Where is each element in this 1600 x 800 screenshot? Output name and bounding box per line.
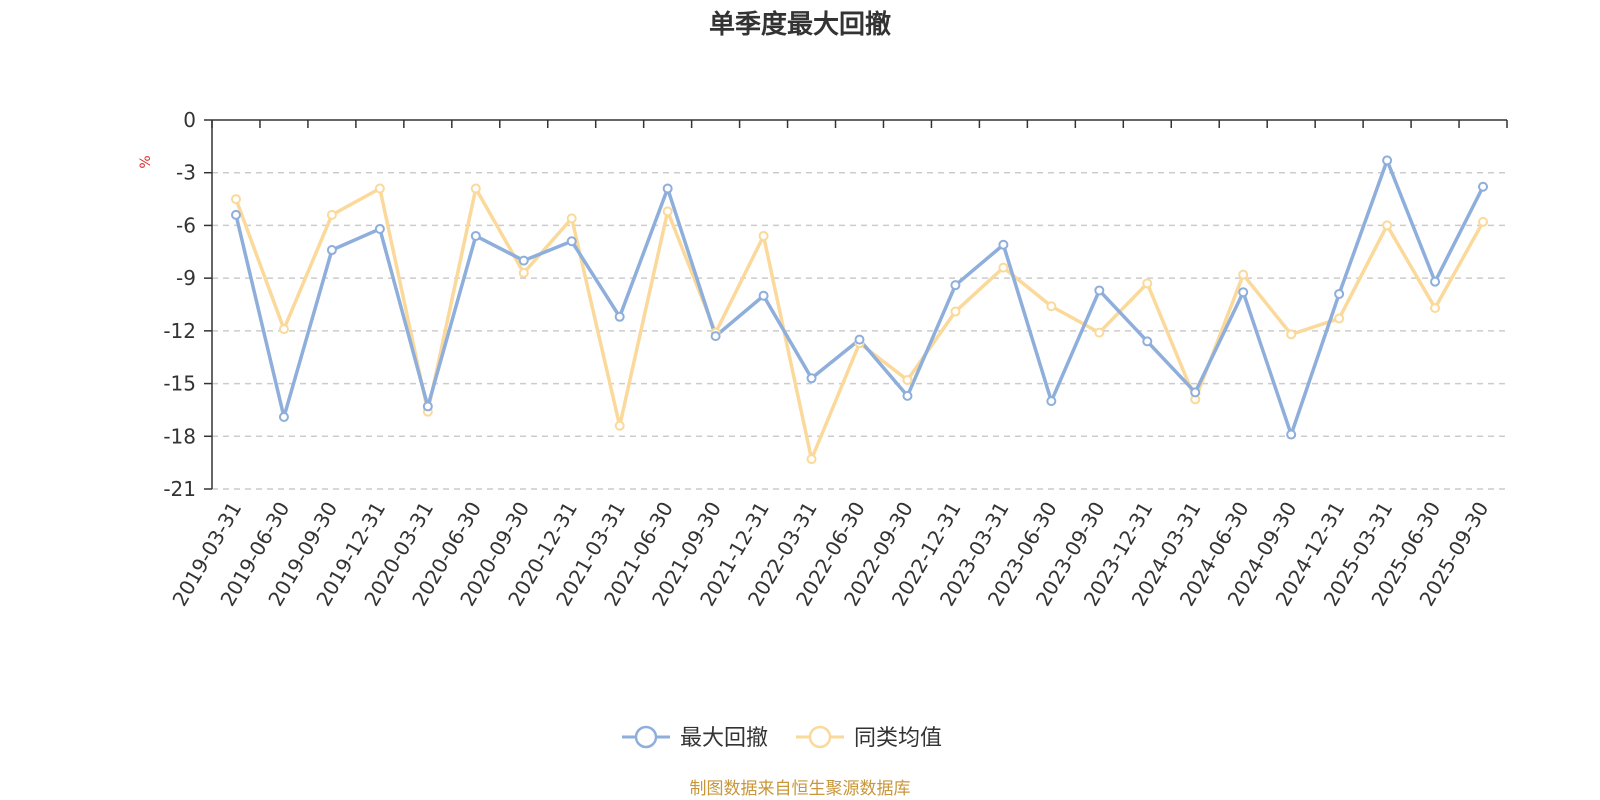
data-point (566, 213, 577, 224)
data-point (1142, 336, 1153, 347)
data-point (566, 236, 577, 247)
data-point (950, 280, 961, 291)
source-note: 制图数据来自恒生聚源数据库 (690, 779, 911, 799)
series-points-1 (230, 155, 1489, 440)
data-point (278, 324, 289, 335)
legend-label: 同类均值 (854, 726, 942, 751)
circle-line-icon (808, 725, 832, 749)
data-point (1238, 269, 1249, 280)
data-point (1334, 288, 1345, 299)
data-point (374, 183, 385, 194)
data-point (1334, 313, 1345, 324)
legend-item[interactable]: 最大回撤 (622, 725, 768, 751)
data-point (1286, 429, 1297, 440)
y-tick-label: -3 (176, 161, 196, 185)
data-point (1478, 216, 1489, 227)
data-point (806, 454, 817, 465)
data-point (1142, 278, 1153, 289)
data-point (758, 230, 769, 241)
data-point (758, 290, 769, 301)
data-point (1046, 396, 1057, 407)
legend[interactable]: 最大回撤 同类均值 (622, 725, 942, 751)
data-point (470, 183, 481, 194)
data-point (422, 401, 433, 412)
data-point (950, 306, 961, 317)
data-point (230, 209, 241, 220)
data-point (326, 245, 337, 256)
y-tick-label: -6 (176, 213, 196, 237)
data-point (230, 194, 241, 205)
data-point (1238, 287, 1249, 298)
data-point (998, 239, 1009, 250)
data-point (662, 183, 673, 194)
y-tick-label: -21 (163, 477, 196, 501)
data-point (902, 390, 913, 401)
data-point (662, 206, 673, 217)
data-point (1382, 155, 1393, 166)
y-tick-label: -18 (163, 424, 196, 448)
data-point (326, 209, 337, 220)
data-point (1094, 327, 1105, 338)
y-tick-label: -9 (176, 266, 196, 290)
series-points-2 (230, 183, 1489, 465)
data-point (710, 331, 721, 342)
series-line (234, 158, 1485, 437)
circle-line-icon (634, 725, 658, 749)
data-point (1190, 387, 1201, 398)
data-point (278, 411, 289, 422)
data-point (902, 375, 913, 386)
legend-item[interactable]: 同类均值 (796, 725, 942, 751)
data-point (614, 420, 625, 431)
data-point (998, 262, 1009, 273)
y-tick-label: -12 (163, 319, 196, 343)
data-point (374, 223, 385, 234)
data-point (518, 255, 529, 266)
legend-label: 最大回撤 (680, 726, 768, 751)
series-layer (230, 155, 1489, 465)
data-point (1430, 276, 1441, 287)
data-point (1430, 303, 1441, 314)
chart-title: 单季度最大回撤 (709, 9, 891, 40)
series-1 (234, 158, 1485, 437)
y-tick-label: -15 (163, 372, 196, 396)
y-axis-unit-label: % (138, 155, 154, 168)
data-point (470, 230, 481, 241)
data-point (1286, 329, 1297, 340)
data-point (614, 311, 625, 322)
data-point (1478, 181, 1489, 192)
data-point (806, 373, 817, 384)
data-point (518, 267, 529, 278)
y-tick-label: 0 (183, 108, 196, 132)
data-point (1046, 301, 1057, 312)
data-point (1094, 285, 1105, 296)
data-point (854, 334, 865, 345)
data-point (1382, 220, 1393, 231)
